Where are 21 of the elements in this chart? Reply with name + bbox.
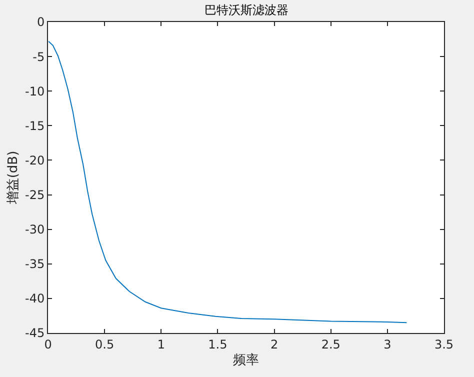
y-tick-label: 0 xyxy=(36,15,45,30)
x-tick-label: 3.5 xyxy=(434,337,454,352)
y-tick-label: -30 xyxy=(24,222,45,237)
y-tick-label: -40 xyxy=(24,292,45,306)
x-axis-title: 频率 xyxy=(233,352,259,368)
x-tick-label: 3 xyxy=(384,337,392,352)
y-tick-label: -15 xyxy=(24,118,45,133)
x-tick-label: 0.5 xyxy=(95,337,114,352)
line-series xyxy=(48,40,408,324)
y-tick-label: -45 xyxy=(24,326,45,340)
y-tick-label: -35 xyxy=(24,257,45,272)
x-tick-label: 2.5 xyxy=(321,337,340,352)
x-tick-label: 1 xyxy=(157,337,165,352)
x-tick-label: 1.5 xyxy=(208,337,228,352)
chart-title: 巴特沃斯滤波器 xyxy=(204,3,288,18)
y-tick-label: -20 xyxy=(24,153,45,168)
y-tick-label: -10 xyxy=(24,84,45,98)
y-tick-label: -25 xyxy=(24,188,45,202)
y-axis-title: 增益(dB) xyxy=(6,150,21,206)
x-tick-label: 2 xyxy=(270,337,278,352)
y-tick-label: -5 xyxy=(32,50,45,64)
